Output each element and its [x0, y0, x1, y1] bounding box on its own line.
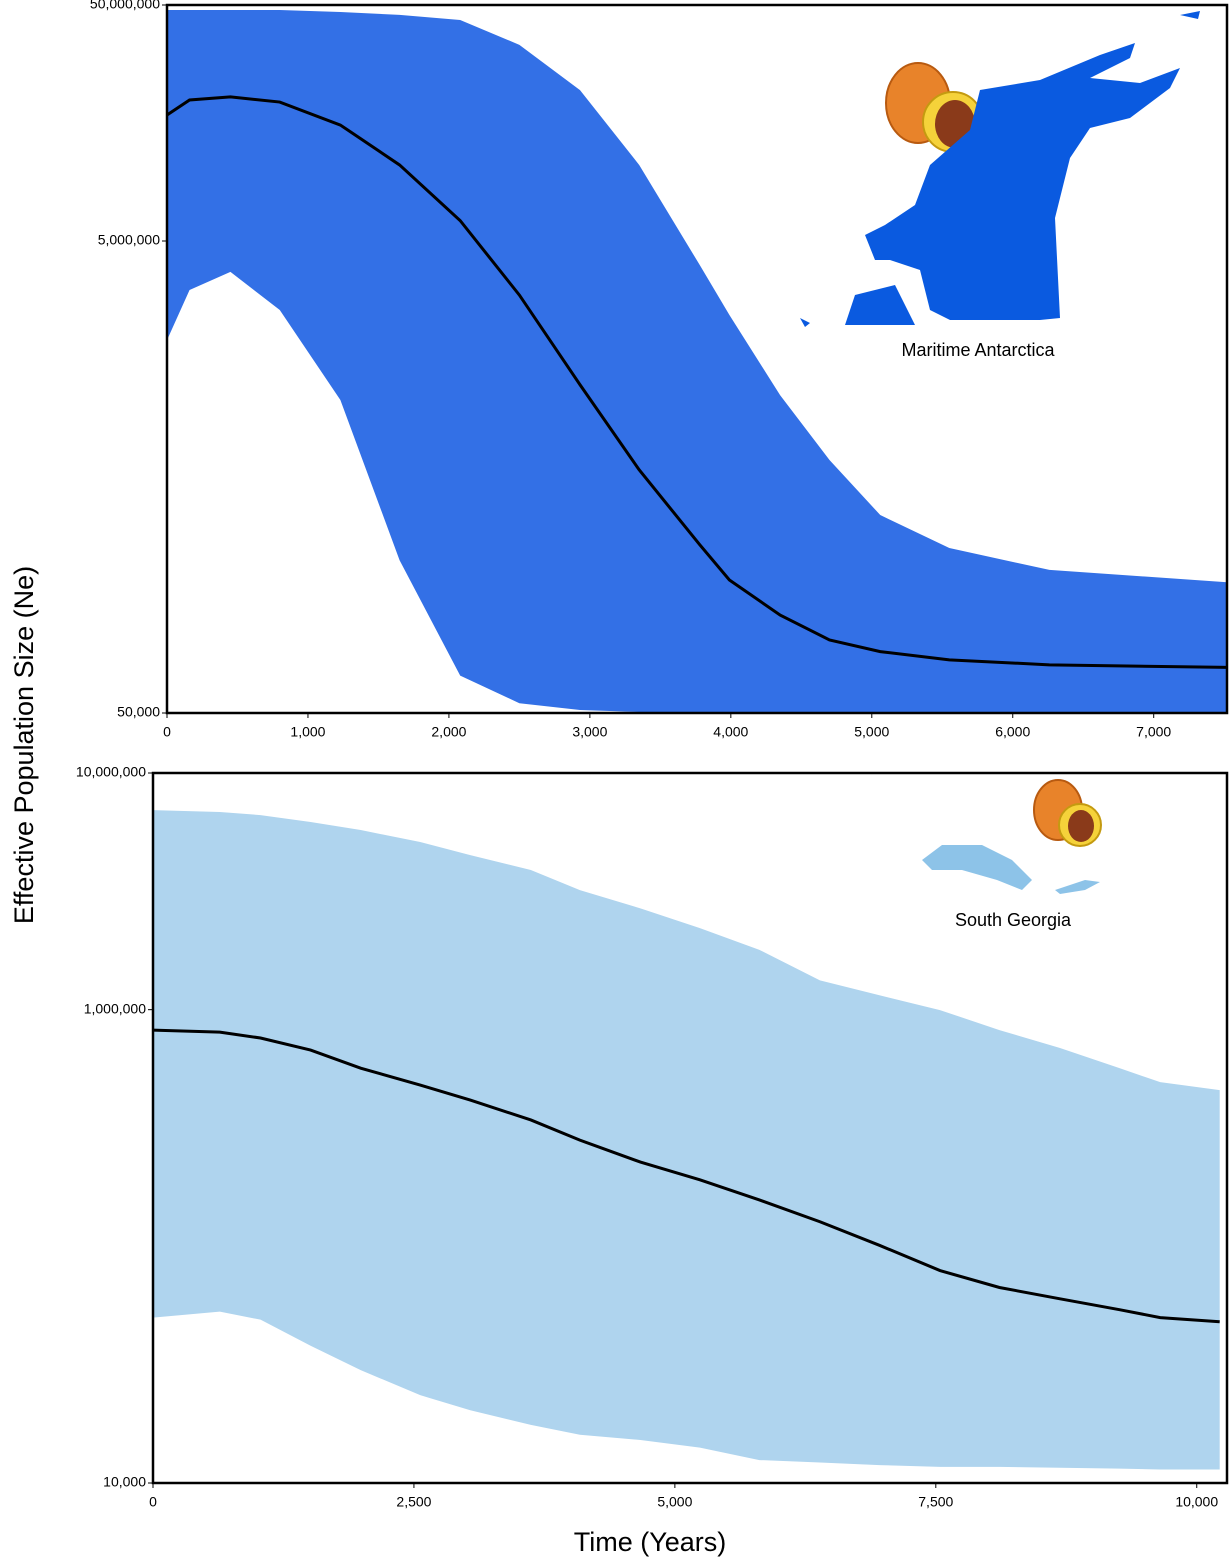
x-tick-label: 10,000 [1175, 1494, 1218, 1510]
y-tick-label: 10,000,000 [76, 764, 146, 780]
illustrations [800, 11, 1200, 894]
x-tick-label: 3,000 [572, 724, 607, 740]
region-label: Maritime Antarctica [901, 340, 1055, 360]
x-tick-label: 0 [163, 724, 171, 740]
x-tick-label: 5,000 [854, 724, 889, 740]
x-tick-label: 4,000 [713, 724, 748, 740]
x-tick-label: 0 [149, 1494, 157, 1510]
x-tick-label: 6,000 [995, 724, 1030, 740]
confidence-band [167, 10, 1227, 712]
y-tick-label: 50,000,000 [90, 0, 160, 12]
plot-frame [165, 3, 1229, 715]
y-tick-label: 1,000,000 [84, 1000, 146, 1016]
x-axis-label: Time (Years) [574, 1527, 727, 1557]
x-tick-label: 5,000 [657, 1494, 692, 1510]
confidence-band [153, 810, 1220, 1470]
x-tick-label: 1,000 [290, 724, 325, 740]
y-tick-label: 10,000 [103, 1474, 146, 1490]
x-tick-label: 2,500 [396, 1494, 431, 1510]
south-georgia-map [922, 845, 1100, 894]
antarctica-map [800, 11, 1200, 327]
y-tick-label: 50,000 [117, 704, 160, 720]
y-axis-label: Effective Population Size (Ne) [9, 566, 39, 924]
region-label: South Georgia [955, 910, 1072, 930]
x-tick-label: 7,000 [1136, 724, 1171, 740]
x-tick-label: 2,000 [431, 724, 466, 740]
x-tick-label: 7,500 [918, 1494, 953, 1510]
plot-frame [151, 771, 1229, 1485]
median-line [152, 1028, 1220, 1324]
snail-icon [1033, 779, 1102, 847]
y-tick-label: 5,000,000 [98, 232, 160, 248]
median-line [166, 95, 1228, 669]
